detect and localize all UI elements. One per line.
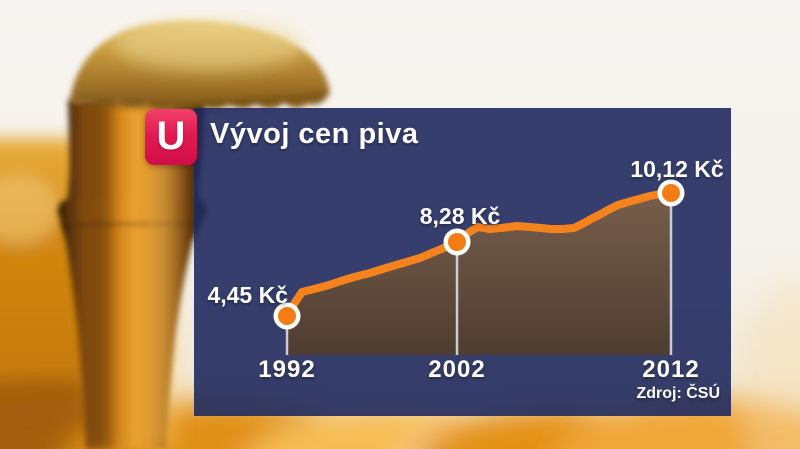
channel-logo-letter: U <box>156 114 186 158</box>
price-label-2012: 10,12 Kč <box>630 156 724 182</box>
chart-panel: Vývoj cen piva 4,45 Kč 8,28 Kč 10,12 Kč … <box>194 108 731 416</box>
beer-bottle-cap <box>70 19 330 110</box>
price-line <box>283 189 675 320</box>
source-credit: Zdroj: ČSÚ <box>636 385 720 402</box>
year-label-2002: 2002 <box>428 356 486 383</box>
marker-2012 <box>662 184 680 202</box>
year-label-2012: 2012 <box>642 356 700 383</box>
chart-title: Vývoj cen piva <box>210 118 419 150</box>
cap-highlight <box>115 19 305 71</box>
price-label-1992: 4,45 Kč <box>207 282 288 308</box>
marker-2002 <box>448 233 466 251</box>
price-chart <box>273 179 685 355</box>
channel-logo: U <box>145 109 197 165</box>
bottle-shadow-streak <box>92 96 110 449</box>
year-label-1992: 1992 <box>258 356 316 383</box>
marker-1992 <box>278 307 296 325</box>
bottle-collar-ring <box>58 199 206 223</box>
price-label-2002: 8,28 Kč <box>419 203 501 229</box>
chart-area-fill <box>287 193 671 355</box>
